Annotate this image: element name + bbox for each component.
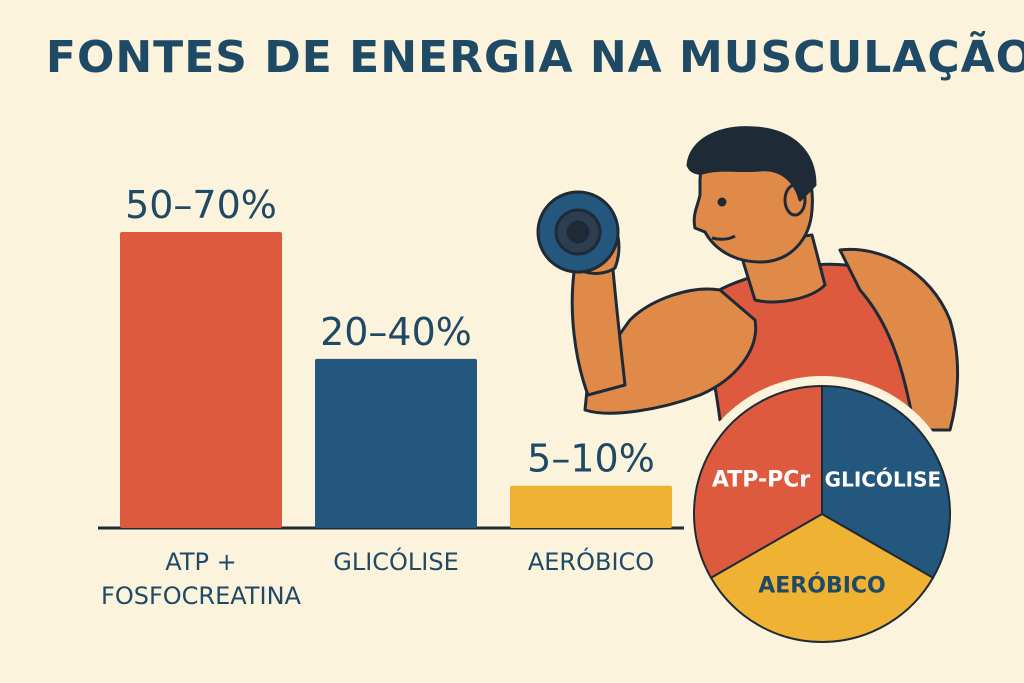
athlete-shoulder [838,247,960,432]
athlete-mouth [711,234,736,241]
pie-slice-0 [693,384,823,580]
pie-chart: ATP-PCr GLICÓLISE AERÓBICO [684,376,960,652]
bar-1 [315,358,477,528]
data-label-0: 50–70% [125,183,277,227]
athlete-eye [717,197,727,207]
pie-label-1: GLICÓLISE [825,468,942,492]
bar-0 [120,232,282,528]
athlete-upper-arm [583,287,758,415]
athlete-icon [566,126,960,432]
pie-slice-1 [821,384,951,580]
data-label-1: 20–40% [320,310,472,354]
tick-label-0: ATP + FOSFOCREATINA [101,548,301,610]
pie-label-0: ATP-PCr [712,468,810,493]
tick-label-1: GLICÓLISE [333,546,459,576]
bar-2 [510,485,672,528]
athlete-forearm [570,256,627,397]
data-label-2: 5–10% [527,437,655,481]
pie-label-2: AERÓBICO [758,572,886,598]
athlete-hair [686,126,817,202]
bar-chart: 50–70% ATP + FOSFOCREATINA 20–40% GLICÓLISE 5… [98,183,684,610]
dumbbell-icon [536,190,620,274]
page-title: FONTES DE ENERGIA NA MUSCULAÇÃO [45,32,1024,83]
tick-label-2: AERÓBICO [528,546,654,576]
